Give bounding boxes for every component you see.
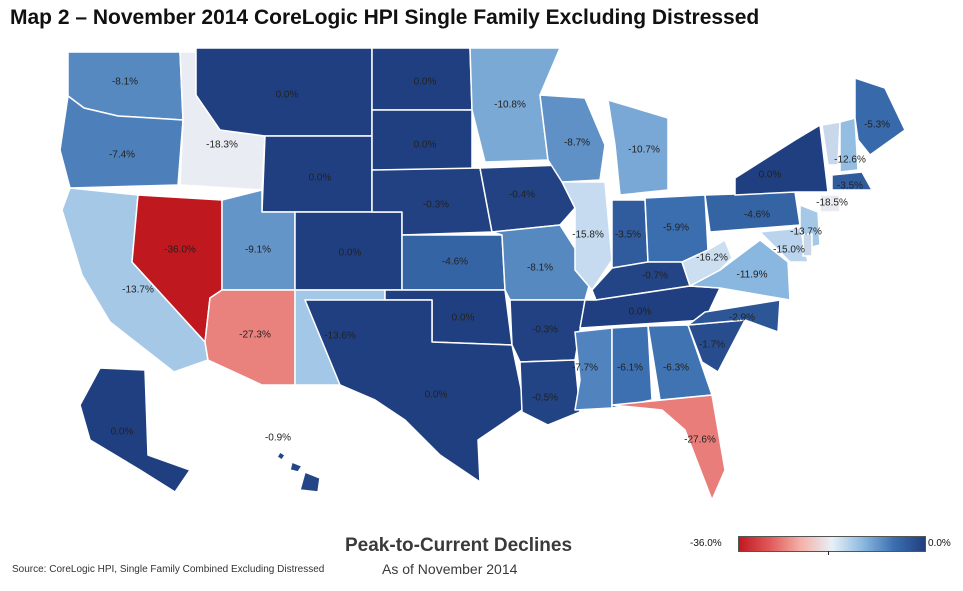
state-label-mi: -10.7% <box>628 145 660 156</box>
state-label-ut: -9.1% <box>245 245 271 256</box>
state-label-ak: 0.0% <box>111 427 134 438</box>
state-hi <box>299 471 321 493</box>
state-label-mn: -10.8% <box>494 100 526 111</box>
state-label-ct: -18.5% <box>816 198 848 209</box>
state-label-nj: -13.7% <box>790 227 822 238</box>
legend-max-label: 0.0% <box>928 538 951 549</box>
state-md <box>759 227 809 263</box>
state-label-co: 0.0% <box>339 248 362 259</box>
state-label-id: -18.3% <box>206 140 238 151</box>
state-de <box>802 233 813 257</box>
legend-min-label: -36.0% <box>690 538 722 549</box>
state-label-ms: -7.7% <box>572 363 598 374</box>
footer-heading: Peak-to-Current Declines <box>345 535 573 556</box>
state-label-oh: -5.9% <box>663 223 689 234</box>
state-label-ia: -0.4% <box>509 190 535 201</box>
state-label-nh: -12.6% <box>834 155 866 166</box>
state-label-mt: 0.0% <box>276 90 299 101</box>
state-or <box>59 95 184 189</box>
state-label-fl: -27.6% <box>684 435 716 446</box>
footer-subheading: As of November 2014 <box>382 561 518 577</box>
state-label-ks: -4.6% <box>442 257 468 268</box>
state-label-md: -15.0% <box>773 245 805 256</box>
state-ak <box>79 367 191 493</box>
state-label-in: -3.5% <box>615 230 641 241</box>
state-label-sc: -1.7% <box>699 340 725 351</box>
state-label-nm: -13.6% <box>324 331 356 342</box>
state-label-hi: -0.9% <box>265 433 291 444</box>
state-hi <box>276 451 286 461</box>
state-label-wi: -8.7% <box>564 138 590 149</box>
state-label-nv: -36.0% <box>164 245 196 256</box>
state-label-wa: -8.1% <box>112 77 138 88</box>
state-label-mo: -8.1% <box>527 263 553 274</box>
state-fl <box>611 394 726 501</box>
state-mi <box>607 99 669 196</box>
state-label-wy: 0.0% <box>309 173 332 184</box>
state-vt <box>821 121 841 166</box>
state-ms <box>574 327 613 411</box>
state-label-nc: -2.9% <box>729 313 755 324</box>
state-nc <box>687 299 781 333</box>
state-ct <box>819 194 841 213</box>
state-label-me: -5.3% <box>864 120 890 131</box>
state-label-pa: -4.6% <box>744 210 770 221</box>
source-note: Source: CoreLogic HPI, Single Family Com… <box>12 564 325 575</box>
state-label-ca: -13.7% <box>122 285 154 296</box>
legend-color-bar <box>738 536 926 552</box>
state-nh <box>839 117 859 173</box>
state-hi <box>289 461 303 473</box>
state-label-nd: 0.0% <box>414 77 437 88</box>
state-ma <box>831 171 873 191</box>
state-label-il: -15.8% <box>572 230 604 241</box>
state-ia <box>479 164 576 233</box>
state-label-ok: 0.0% <box>452 313 475 324</box>
state-ny <box>734 124 829 196</box>
state-label-va: -11.9% <box>737 270 768 281</box>
state-label-ny: 0.0% <box>759 170 782 181</box>
state-la <box>519 359 581 426</box>
state-al <box>611 325 653 409</box>
state-label-la: -0.5% <box>532 393 558 404</box>
state-label-ne: -0.3% <box>423 200 449 211</box>
state-me <box>854 77 906 156</box>
state-label-ma: -3.5% <box>837 181 863 192</box>
state-label-tx: 0.0% <box>425 390 448 401</box>
state-wi <box>539 94 606 183</box>
state-label-ky: -0.7% <box>642 271 668 282</box>
state-wv <box>681 239 733 287</box>
state-label-or: -7.4% <box>109 150 135 161</box>
state-label-ar: -0.3% <box>532 325 558 336</box>
state-label-ga: -6.3% <box>663 363 689 374</box>
state-label-tn: 0.0% <box>629 307 652 318</box>
state-label-wv: -16.2% <box>696 253 728 264</box>
legend-tick <box>828 551 829 555</box>
state-label-al: -6.1% <box>617 363 643 374</box>
state-tx <box>304 299 526 483</box>
map-title: Map 2 – November 2014 CoreLogic HPI Sing… <box>10 6 760 29</box>
state-label-az: -27.3% <box>239 330 271 341</box>
state-label-sd: 0.0% <box>414 140 437 151</box>
